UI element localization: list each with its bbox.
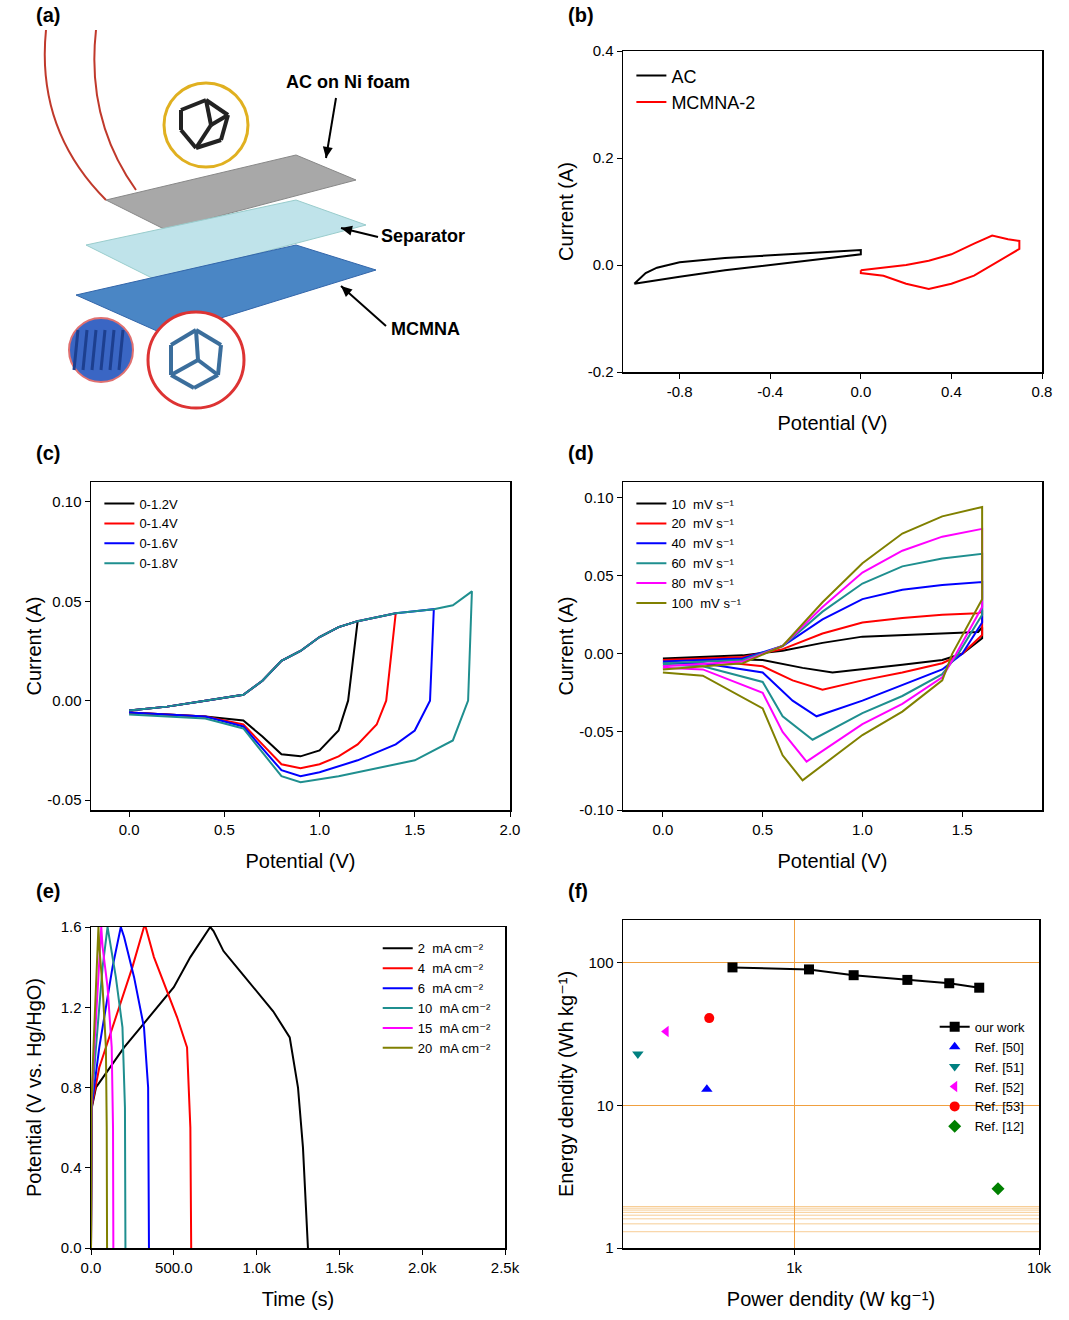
svg-text:Ref. [53]: Ref. [53] (975, 1099, 1024, 1114)
svg-text:15 mA cm⁻²: 15 mA cm⁻² (418, 1021, 491, 1036)
svg-text:0.0: 0.0 (81, 1259, 102, 1276)
svg-text:80 mV s⁻¹: 80 mV s⁻¹ (671, 576, 734, 591)
svg-text:0.0: 0.0 (61, 1239, 82, 1256)
svg-text:20 mV s⁻¹: 20 mV s⁻¹ (671, 516, 734, 531)
svg-text:1.5: 1.5 (404, 821, 425, 838)
svg-text:0.4: 0.4 (61, 1159, 82, 1176)
svg-text:Ref. [50]: Ref. [50] (975, 1040, 1024, 1055)
svg-text:10: 10 (597, 1097, 614, 1114)
svg-text:Ref. [52]: Ref. [52] (975, 1080, 1024, 1095)
svg-text:-0.10: -0.10 (579, 801, 613, 818)
svg-text:500.0: 500.0 (155, 1259, 193, 1276)
svg-text:0.0: 0.0 (850, 383, 871, 400)
svg-text:Current (A): Current (A) (555, 597, 577, 696)
svg-text:Ref. [51]: Ref. [51] (975, 1060, 1024, 1075)
svg-text:0.0: 0.0 (652, 821, 673, 838)
svg-text:0.8: 0.8 (1032, 383, 1053, 400)
svg-text:100: 100 (588, 954, 613, 971)
html-text:(a): (a) (36, 4, 61, 26)
svg-text:1.5k: 1.5k (325, 1259, 354, 1276)
svg-text:2.0: 2.0 (500, 821, 521, 838)
svg-text:1.5: 1.5 (952, 821, 973, 838)
svg-text:1: 1 (605, 1239, 613, 1256)
svg-text:-0.8: -0.8 (667, 383, 693, 400)
svg-text:1.0: 1.0 (852, 821, 873, 838)
svg-text:10 mV s⁻¹: 10 mV s⁻¹ (671, 497, 734, 512)
svg-text:AC on Ni foam: AC on Ni foam (286, 72, 410, 92)
html-text:(c): (c) (36, 442, 61, 464)
html-text:(f): (f) (568, 880, 588, 902)
svg-text:0.4: 0.4 (941, 383, 962, 400)
svg-text:Current (A): Current (A) (23, 597, 45, 696)
svg-text:10k: 10k (1027, 1259, 1052, 1276)
svg-text:0.00: 0.00 (52, 692, 81, 709)
svg-text:0.8: 0.8 (61, 1079, 82, 1096)
svg-text:1.2: 1.2 (61, 999, 82, 1016)
svg-text:our work: our work (975, 1020, 1025, 1035)
svg-text:Ref. [12]: Ref. [12] (975, 1119, 1024, 1134)
svg-text:0.5: 0.5 (752, 821, 773, 838)
svg-text:4 mA cm⁻²: 4 mA cm⁻² (418, 961, 484, 976)
svg-text:Potential (V vs. Hg/HgO): Potential (V vs. Hg/HgO) (23, 978, 45, 1197)
svg-text:-0.4: -0.4 (757, 383, 783, 400)
svg-text:6 mA cm⁻²: 6 mA cm⁻² (418, 981, 484, 996)
html-text:(b): (b) (568, 4, 594, 26)
svg-text:0-1.2V: 0-1.2V (139, 497, 178, 512)
svg-text:0.00: 0.00 (584, 645, 613, 662)
svg-text:1.6: 1.6 (61, 918, 82, 935)
svg-text:2 mA cm⁻²: 2 mA cm⁻² (418, 941, 484, 956)
svg-text:Potential (V): Potential (V) (777, 412, 887, 434)
svg-text:MCMNA: MCMNA (391, 319, 460, 339)
svg-text:-0.05: -0.05 (47, 791, 81, 808)
svg-text:Separator: Separator (381, 226, 465, 246)
svg-text:Energy dendity (Wh kg⁻¹): Energy dendity (Wh kg⁻¹) (555, 971, 577, 1197)
svg-text:0.2: 0.2 (593, 149, 614, 166)
svg-text:1.0: 1.0 (309, 821, 330, 838)
svg-text:100 mV s⁻¹: 100 mV s⁻¹ (671, 596, 741, 611)
svg-text:0.0: 0.0 (119, 821, 140, 838)
svg-text:AC: AC (671, 67, 696, 87)
svg-text:0.05: 0.05 (52, 593, 81, 610)
svg-text:0.10: 0.10 (52, 493, 81, 510)
html-text:(d): (d) (568, 442, 594, 464)
svg-text:Power dendity (W kg⁻¹): Power dendity (W kg⁻¹) (727, 1288, 935, 1310)
svg-text:20 mA cm⁻²: 20 mA cm⁻² (418, 1041, 491, 1056)
svg-text:Current (A): Current (A) (555, 162, 577, 261)
svg-text:40 mV s⁻¹: 40 mV s⁻¹ (671, 536, 734, 551)
svg-text:-0.2: -0.2 (588, 363, 614, 380)
svg-text:0-1.8V: 0-1.8V (139, 556, 178, 571)
svg-text:Time (s): Time (s) (262, 1288, 335, 1310)
svg-text:0-1.4V: 0-1.4V (139, 516, 178, 531)
svg-text:10 mA cm⁻²: 10 mA cm⁻² (418, 1001, 491, 1016)
svg-text:0.10: 0.10 (584, 489, 613, 506)
svg-text:0.05: 0.05 (584, 567, 613, 584)
svg-text:0.4: 0.4 (593, 42, 614, 59)
html-text:(e): (e) (36, 880, 61, 902)
svg-text:-0.05: -0.05 (579, 723, 613, 740)
svg-text:0.0: 0.0 (593, 256, 614, 273)
svg-text:1k: 1k (786, 1259, 802, 1276)
svg-text:1.0k: 1.0k (242, 1259, 271, 1276)
svg-text:Potential (V): Potential (V) (777, 850, 887, 872)
svg-text:2.5k: 2.5k (491, 1259, 520, 1276)
svg-text:0.5: 0.5 (214, 821, 235, 838)
svg-text:Potential (V): Potential (V) (245, 850, 355, 872)
svg-text:2.0k: 2.0k (408, 1259, 437, 1276)
svg-text:0-1.6V: 0-1.6V (139, 536, 178, 551)
svg-text:60 mV s⁻¹: 60 mV s⁻¹ (671, 556, 734, 571)
svg-text:MCMNA-2: MCMNA-2 (671, 93, 755, 113)
